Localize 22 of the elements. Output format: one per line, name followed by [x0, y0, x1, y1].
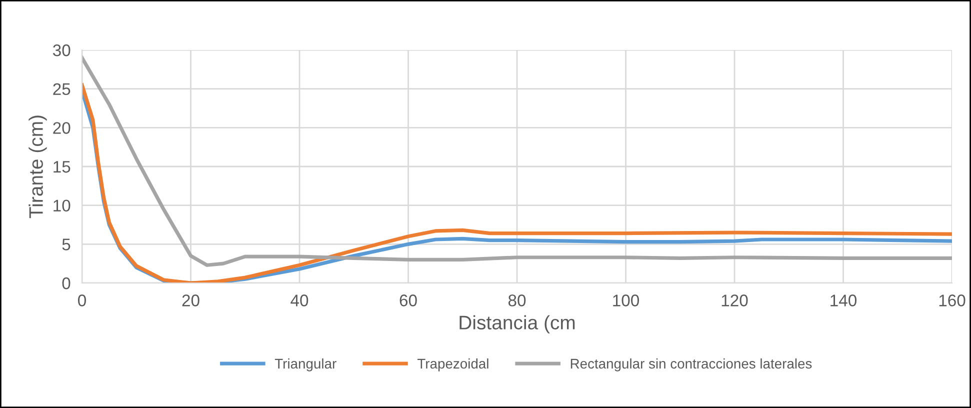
x-tick-label: 100: [613, 294, 640, 306]
x-axis-title: Distancia (cm: [460, 315, 575, 334]
legend-label: Triangular: [274, 358, 336, 372]
y-tick-label: 5: [62, 238, 70, 250]
legend-label: Rectangular sin contracciones laterales: [570, 358, 812, 372]
x-tick-label: 0: [78, 294, 86, 306]
y-tick-label: 0: [62, 277, 70, 290]
x-tick-label: 120: [722, 294, 748, 306]
x-tick-label: 140: [830, 294, 857, 306]
y-tick-label: 25: [53, 83, 70, 96]
legend-label: Trapezoidal: [417, 358, 488, 372]
x-tick-label: 60: [400, 294, 417, 306]
y-tick-label: 10: [54, 200, 70, 212]
y-axis-title: Tirante (cm): [28, 116, 47, 218]
line-series: [82, 56, 952, 267]
x-tick-label: 160: [939, 294, 966, 306]
y-tick-label: 30: [52, 44, 70, 56]
y-tick-label: 20: [53, 122, 70, 134]
y-tick-label: 15: [54, 161, 70, 173]
x-tick-label: 20: [182, 294, 200, 306]
x-tick-label: 40: [290, 294, 308, 306]
x-tick-label: 80: [508, 294, 526, 306]
